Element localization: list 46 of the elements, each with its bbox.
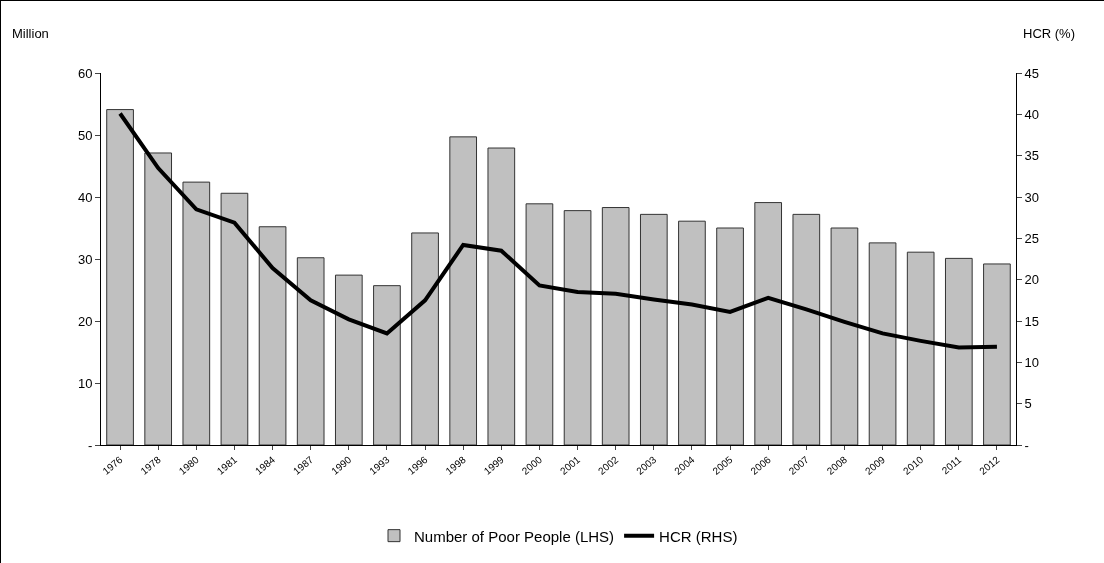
bar bbox=[258, 226, 287, 445]
line-series bbox=[118, 111, 999, 350]
y2-tick-label: 10 bbox=[1024, 354, 1040, 370]
bar bbox=[334, 274, 363, 445]
y2-tick-label: 35 bbox=[1024, 148, 1040, 164]
bar bbox=[716, 227, 744, 445]
bar bbox=[144, 152, 173, 445]
bar bbox=[296, 257, 325, 445]
bar bbox=[487, 147, 516, 445]
bar bbox=[563, 210, 592, 445]
y2-axis-title: HCR (%) bbox=[1023, 26, 1075, 41]
y2-tick-label: 20 bbox=[1024, 272, 1040, 288]
bar bbox=[678, 220, 706, 445]
bar bbox=[106, 109, 134, 445]
bar bbox=[792, 213, 821, 445]
legend-label: Number of Poor People (LHS) bbox=[414, 527, 615, 545]
bar bbox=[868, 242, 897, 445]
y-tick-label: - bbox=[88, 437, 93, 453]
y2-tick-label: 15 bbox=[1024, 313, 1040, 329]
y2-tick-label: - bbox=[1024, 437, 1029, 453]
bar bbox=[182, 181, 211, 445]
y-tick-label: 30 bbox=[77, 251, 93, 267]
bar bbox=[754, 202, 783, 445]
y-axis-title: Million bbox=[12, 26, 49, 41]
y2-tick-label: 30 bbox=[1024, 189, 1040, 205]
y2-tick-label: 45 bbox=[1024, 65, 1040, 81]
bar bbox=[449, 136, 478, 445]
bar bbox=[220, 192, 249, 445]
bar bbox=[411, 232, 439, 445]
y2-tick-label: 5 bbox=[1024, 396, 1032, 412]
legend-label: HCR (RHS) bbox=[659, 527, 738, 545]
bar bbox=[944, 257, 973, 445]
bar bbox=[601, 207, 630, 445]
bar bbox=[639, 213, 668, 445]
y-tick-label: 40 bbox=[77, 189, 93, 205]
bar bbox=[906, 251, 935, 445]
bar bbox=[525, 203, 554, 445]
y2-tick-label: 25 bbox=[1024, 230, 1040, 246]
y-tick-label: 20 bbox=[77, 313, 93, 329]
bar bbox=[830, 227, 859, 445]
y-tick-label: 60 bbox=[77, 65, 93, 81]
bar bbox=[373, 285, 401, 445]
y-tick-label: 10 bbox=[77, 375, 93, 391]
y-tick-label: 50 bbox=[77, 127, 93, 143]
bar bbox=[983, 263, 1011, 445]
y2-tick-label: 40 bbox=[1024, 106, 1040, 122]
